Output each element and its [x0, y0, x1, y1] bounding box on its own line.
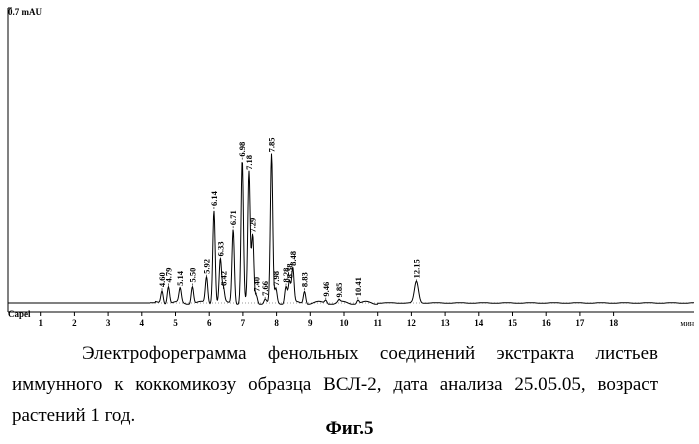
figure-caption: Электрофореграмма фенольных соединений э…: [12, 343, 658, 426]
x-tick-label: 7: [241, 318, 246, 328]
peak-label: 7.29: [248, 218, 258, 233]
x-tick-label: 6: [207, 318, 212, 328]
peak-label: 7.98: [271, 271, 281, 286]
peak-label: 9.85: [334, 283, 344, 298]
x-tick-label: 13: [441, 318, 451, 328]
peak-label: 12.15: [411, 259, 421, 278]
x-tick-label: 15: [508, 318, 518, 328]
x-axis-ticks: 1 2 3 4 5 6 7 8 9 10 11 12 13 14 15 16 17 18: [38, 312, 619, 328]
peak-label: 7.66: [260, 281, 270, 296]
x-tick-label: 4: [140, 318, 145, 328]
x-tick-label: 2: [72, 318, 77, 328]
x-tick-label: 18: [609, 318, 619, 328]
peak-label: 7.40: [251, 277, 261, 292]
x-tick-label: 17: [575, 318, 585, 328]
baseline-label: Capel: [8, 309, 31, 319]
x-tick-label: 8: [274, 318, 279, 328]
x-tick-label: 14: [474, 318, 484, 328]
peak-label: 8.83: [300, 272, 310, 287]
electropherogram-chart: 1 2 3 4 5 6 7 8 9 10 11 12 13 14 15 16 17 18 4.604.79 5.14…: [7, 7, 695, 328]
peak-label: 5.92: [202, 259, 212, 274]
peak-label: 7.85: [267, 138, 277, 153]
peak-label: 4.60: [157, 272, 167, 287]
x-axis-label: мин: [680, 319, 694, 328]
peak-label: 5.14: [175, 270, 185, 286]
peak-label: 4.79: [163, 268, 173, 283]
y-axis-label: 0.7 mAU: [8, 7, 42, 17]
peak-label: 10.41: [353, 277, 363, 296]
peak-label: 6.42: [218, 271, 228, 286]
peak-label: 9.46: [321, 282, 331, 297]
chart-axes: [7, 7, 694, 313]
peak-label: 7.18: [244, 155, 254, 170]
x-tick-label: 9: [308, 318, 313, 328]
peak-label: 6.14: [209, 190, 219, 206]
peak-label: 5.50: [187, 268, 197, 283]
x-tick-label: 12: [407, 318, 417, 328]
peak-label: 6.98: [237, 142, 247, 157]
peak-label: 6.33: [215, 241, 225, 256]
x-tick-label: 10: [340, 318, 350, 328]
peak-label: 8.38: [284, 264, 294, 279]
peak-label: 8.28: [281, 268, 291, 283]
peak-label: 8.48: [288, 251, 298, 266]
trace-line: [150, 153, 694, 305]
x-tick-label: 16: [542, 318, 552, 328]
x-tick-label: 3: [106, 318, 111, 328]
x-tick-label: 1: [38, 318, 43, 328]
x-tick-label: 5: [173, 318, 178, 328]
figure-number: Фиг.5: [325, 418, 374, 439]
x-tick-label: 11: [373, 318, 382, 328]
chart-trace: [8, 153, 694, 305]
peak-labels: 4.604.79 5.14 5.50 5.92 6.14 6.33 6.42 6.71 6.98…: [157, 138, 421, 301]
peak-label: 6.71: [228, 210, 238, 225]
